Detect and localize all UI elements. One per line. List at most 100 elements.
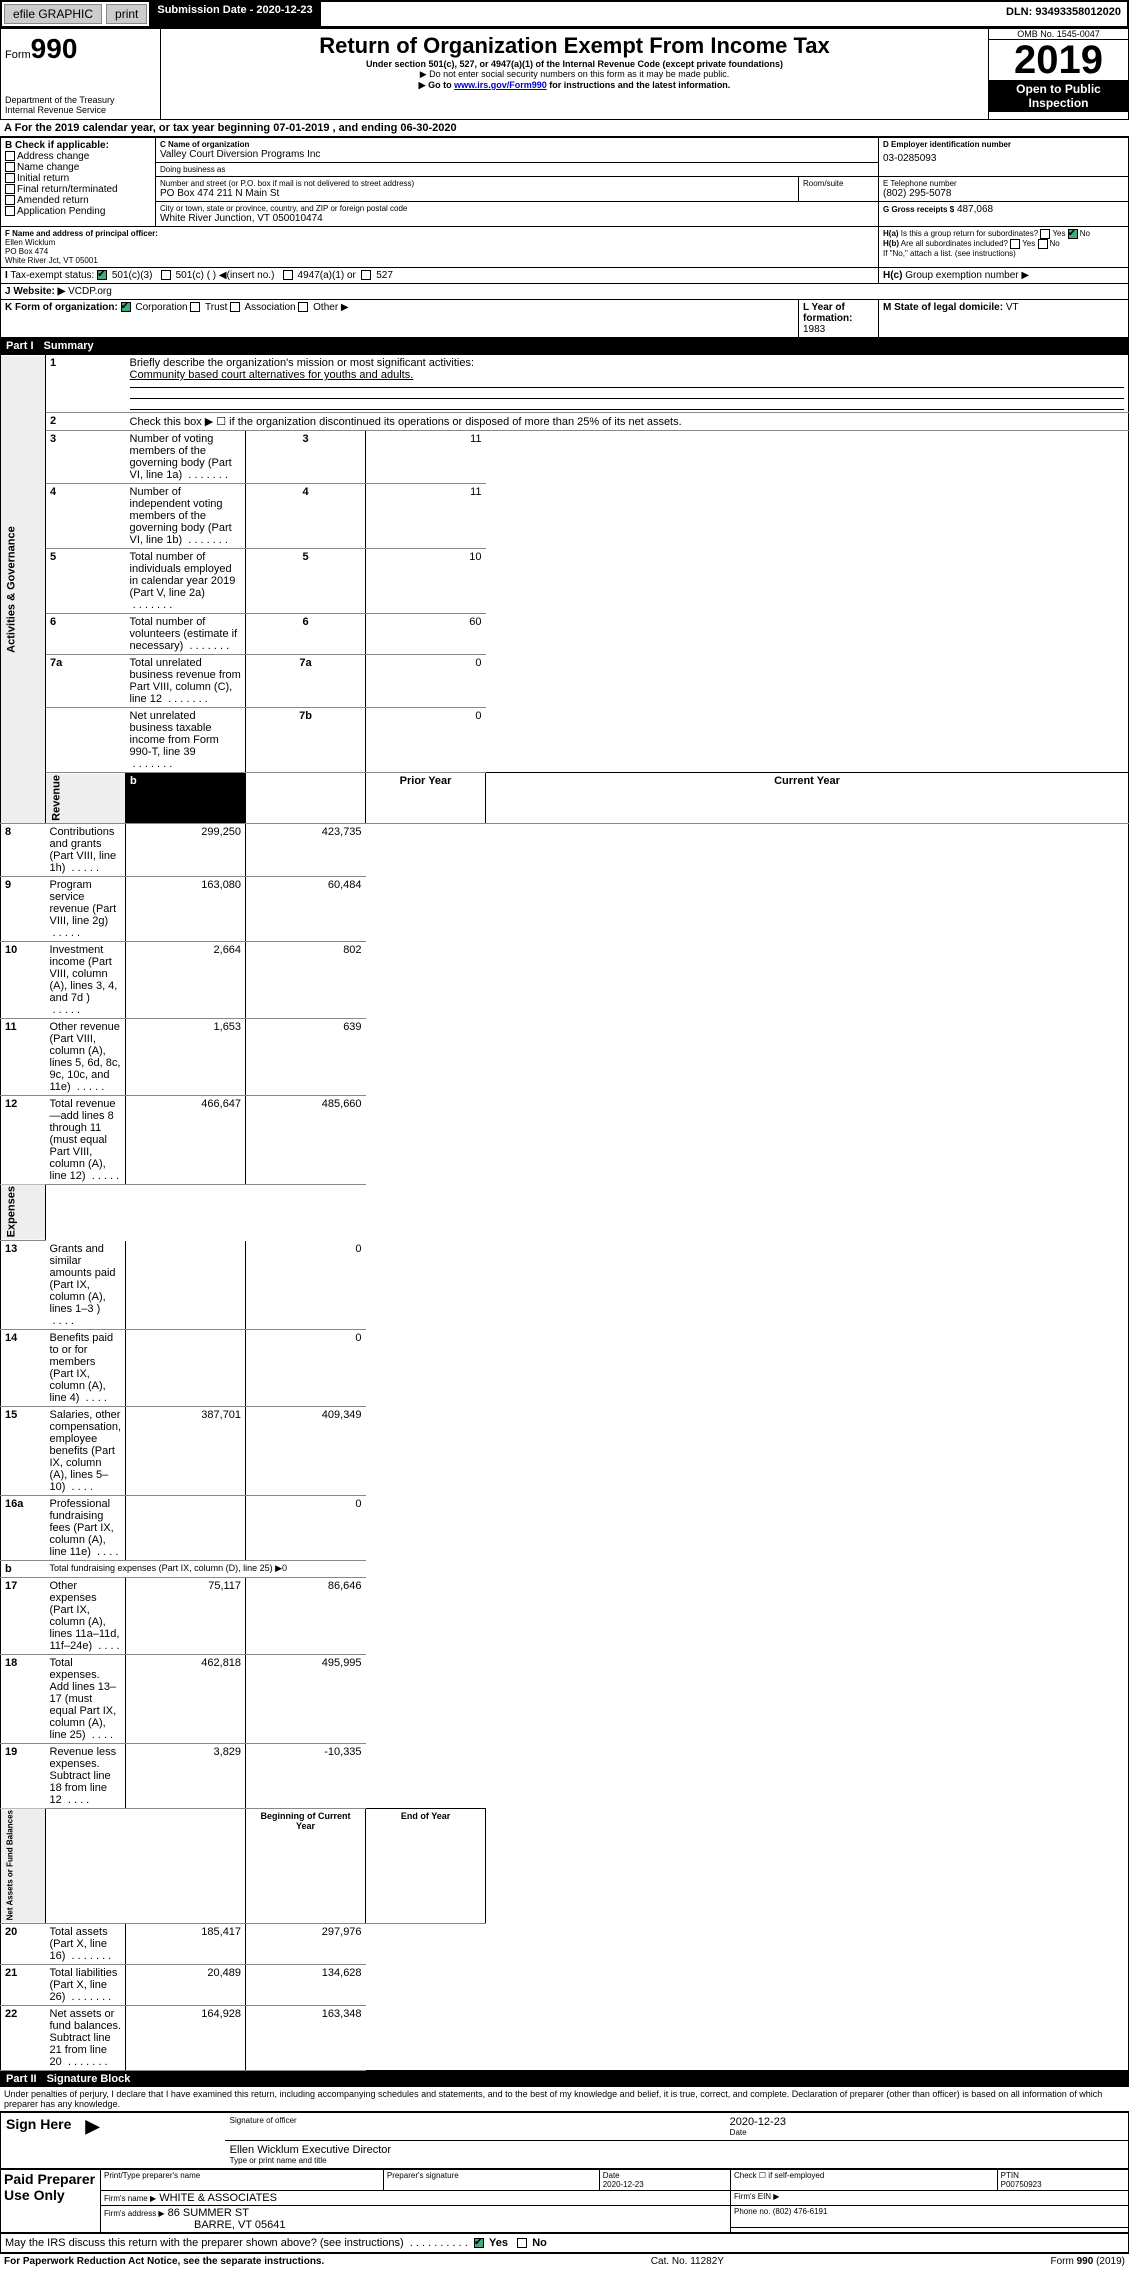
chk-final-return[interactable]: Final return/terminated <box>5 184 151 195</box>
phone-value: (802) 295-5078 <box>883 188 1124 199</box>
table-row: 9Program service revenue (Part VIII, lin… <box>1 876 1129 941</box>
dba-label: Doing business as <box>160 165 874 174</box>
table-row: 15Salaries, other compensation, employee… <box>1 1406 1129 1495</box>
prep-date-val: 2020-12-23 <box>603 2180 644 2189</box>
chk-501c[interactable] <box>161 270 171 280</box>
gross-receipts: 487,068 <box>957 204 993 215</box>
table-row: 17Other expenses (Part IX, column (A), l… <box>1 1577 1129 1654</box>
submission-date: Submission Date - 2020-12-23 <box>149 2 320 26</box>
m-value: VT <box>1006 302 1019 313</box>
ein-value: 03-0285093 <box>883 153 1124 164</box>
check-self-employed[interactable]: Check ☐ if self-employed <box>731 2170 998 2191</box>
paid-preparer-block: Paid Preparer Use Only Print/Type prepar… <box>0 2169 1129 2233</box>
c-name-label: C Name of organization <box>160 140 874 149</box>
firm-name-label: Firm's name ▶ <box>104 2194 156 2203</box>
paid-preparer-label: Paid Preparer Use Only <box>1 2170 101 2233</box>
chk-name-change[interactable]: Name change <box>5 162 151 173</box>
chk-501c3[interactable] <box>97 270 107 280</box>
officer-name: Ellen Wicklum <box>5 238 874 247</box>
section-expenses: Expenses <box>1 1184 46 1240</box>
discuss-no[interactable] <box>517 2238 527 2248</box>
d-label: D Employer identification number <box>883 140 1124 149</box>
sign-here-label: Sign Here <box>1 2112 81 2169</box>
e-label: E Telephone number <box>883 179 1124 188</box>
chk-527[interactable] <box>361 270 371 280</box>
signature-block: Sign Here ▶ Signature of officer 2020-12… <box>0 2111 1129 2169</box>
sig-date: 2020-12-23 <box>730 2116 1123 2128</box>
efile-graphic-button[interactable]: efile GRAPHIC <box>4 4 102 24</box>
hb-yes[interactable] <box>1010 239 1020 249</box>
form-header: Form990 Department of the Treasury Inter… <box>0 28 1129 120</box>
chk-trust[interactable] <box>190 302 200 312</box>
table-row: 12Total revenue—add lines 8 through 11 (… <box>1 1095 1129 1184</box>
hc-text: Group exemption number ▶ <box>905 270 1029 281</box>
chk-other[interactable] <box>298 302 308 312</box>
hb-no[interactable] <box>1038 239 1048 249</box>
b-label: B Check if applicable: <box>5 140 151 151</box>
chk-address-change[interactable]: Address change <box>5 151 151 162</box>
part1-header: Part ISummary <box>0 338 1129 354</box>
l-label: L Year of formation: <box>803 302 852 324</box>
addr-label: Number and street (or P.O. box if mail i… <box>160 179 794 188</box>
chk-app-pending[interactable]: Application Pending <box>5 206 151 217</box>
l-value: 1983 <box>803 324 825 335</box>
discuss-yes[interactable] <box>474 2238 484 2248</box>
phone-label: Phone no. <box>734 2207 770 2216</box>
form-ref: Form 990 (2019) <box>1051 2256 1125 2267</box>
form-number: 990 <box>31 33 78 64</box>
line1-label: Briefly describe the organization's miss… <box>130 357 474 369</box>
hb-text: Are all subordinates included? <box>901 239 1008 248</box>
chk-4947[interactable] <box>283 270 293 280</box>
table-row: 14Benefits paid to or for members (Part … <box>1 1329 1129 1406</box>
g-label: G Gross receipts $ <box>883 205 954 214</box>
irs-label: Internal Revenue Service <box>5 105 156 115</box>
chk-amended[interactable]: Amended return <box>5 195 151 206</box>
line1-value: Community based court alternatives for y… <box>130 369 414 381</box>
dept-treasury: Department of the Treasury <box>5 95 156 105</box>
perjury-statement: Under penalties of perjury, I declare th… <box>0 2087 1129 2111</box>
j-label: Website: ▶ <box>13 286 65 297</box>
ha-yes[interactable] <box>1040 229 1050 239</box>
table-row: 8Contributions and grants (Part VIII, li… <box>1 823 1129 876</box>
prep-sig-label: Preparer's signature <box>383 2170 599 2191</box>
hdr-current-year: Current Year <box>486 773 1129 824</box>
open-public-2: Inspection <box>991 96 1126 110</box>
hdr-prior-year: Prior Year <box>366 773 486 824</box>
table-row: 21Total liabilities (Part X, line 26) . … <box>1 1965 1129 2006</box>
table-row: 22Net assets or fund balances. Subtract … <box>1 2006 1129 2071</box>
firm-addr-label: Firm's address ▶ <box>104 2209 165 2218</box>
form-title: Return of Organization Exempt From Incom… <box>165 33 984 59</box>
ha-text: Is this a group return for subordinates? <box>901 229 1038 238</box>
chk-assoc[interactable] <box>230 302 240 312</box>
print-button[interactable]: print <box>106 4 147 24</box>
name-title-label: Type or print name and title <box>230 2156 1123 2165</box>
prep-phone: (802) 476-6191 <box>773 2207 828 2216</box>
tax-year: 2019 <box>989 40 1128 80</box>
table-row: bTotal fundraising expenses (Part IX, co… <box>1 1560 1129 1577</box>
part1-table: Activities & Governance 1 Briefly descri… <box>0 354 1129 2071</box>
line-a-text: For the 2019 calendar year, or tax year … <box>15 122 457 134</box>
form-word: Form <box>5 49 31 61</box>
table-row: 19Revenue less expenses. Subtract line 1… <box>1 1743 1129 1808</box>
cat-no: Cat. No. 11282Y <box>651 2256 724 2267</box>
part2-header: Part IISignature Block <box>0 2071 1129 2087</box>
form990-link[interactable]: www.irs.gov/Form990 <box>454 80 547 90</box>
chk-initial-return[interactable]: Initial return <box>5 173 151 184</box>
chk-corp[interactable] <box>121 302 131 312</box>
goto-pre: ▶ Go to <box>419 80 454 90</box>
section-revenue: Revenue <box>46 773 126 824</box>
city-label: City or town, state or province, country… <box>160 204 874 213</box>
firm-name: WHITE & ASSOCIATES <box>159 2192 277 2204</box>
hdr-beginning: Beginning of Current Year <box>246 1808 366 1923</box>
pra-notice: For Paperwork Reduction Act Notice, see … <box>4 2256 324 2267</box>
city-value: White River Junction, VT 050010474 <box>160 213 874 224</box>
topbar: efile GRAPHIC print Submission Date - 20… <box>0 0 1129 28</box>
firm-city: BARRE, VT 05641 <box>194 2219 286 2231</box>
prep-name-label: Print/Type preparer's name <box>101 2170 384 2191</box>
identification-block: B Check if applicable: Address change Na… <box>0 137 1129 338</box>
officer-name-title: Ellen Wicklum Executive Director <box>230 2144 1123 2156</box>
hdr-end: End of Year <box>366 1808 486 1923</box>
firm-addr: 86 SUMMER ST <box>168 2207 249 2219</box>
website-value: VCDP.org <box>68 286 112 297</box>
ha-no[interactable] <box>1068 229 1078 239</box>
